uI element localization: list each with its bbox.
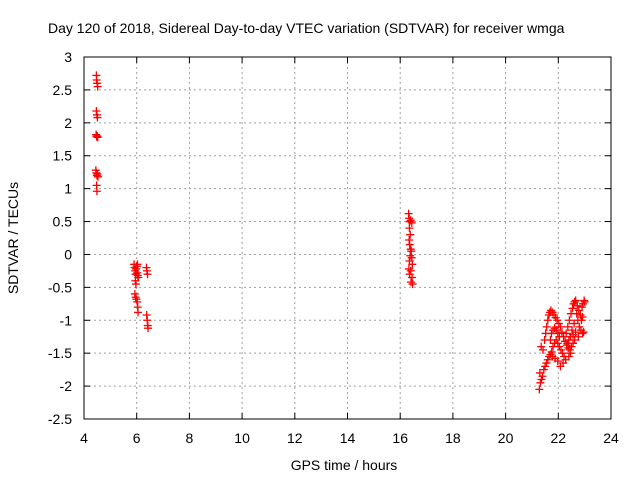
data-point (543, 316, 552, 325)
data-point (404, 264, 413, 273)
data-point (93, 113, 102, 122)
data-point (143, 270, 152, 279)
data-point (546, 306, 555, 315)
y-tick-label: 2 (64, 115, 72, 131)
data-point (406, 230, 415, 239)
y-tick-label: -2.5 (48, 411, 72, 427)
data-point (407, 278, 416, 287)
data-point (571, 296, 580, 305)
data-points (91, 71, 589, 394)
x-tick-label: 4 (80, 430, 88, 446)
x-tick-label: 6 (133, 430, 141, 446)
data-point (580, 297, 589, 306)
data-point (93, 172, 102, 181)
data-point (563, 339, 572, 348)
data-point (556, 362, 565, 371)
x-tick-label: 8 (186, 430, 194, 446)
data-point (408, 260, 417, 269)
x-tick-label: 14 (340, 430, 356, 446)
data-point (563, 322, 572, 331)
data-point (547, 347, 556, 356)
y-tick-label: 0.5 (53, 214, 73, 230)
x-tick-label: 16 (392, 430, 408, 446)
chart-title: Day 120 of 2018, Sidereal Day-to-day VTE… (48, 20, 565, 36)
x-tick-label: 24 (603, 430, 619, 446)
x-tick-label: 18 (445, 430, 461, 446)
data-point (407, 218, 416, 227)
data-point (574, 332, 583, 341)
data-point (565, 316, 574, 325)
grid (84, 57, 611, 419)
x-tick-label: 12 (287, 430, 303, 446)
data-point (579, 328, 588, 337)
y-tick-label: 1 (64, 181, 72, 197)
x-tick-label: 10 (234, 430, 250, 446)
data-point (573, 301, 582, 310)
data-point (408, 280, 417, 289)
data-point (539, 345, 548, 354)
tick-labels: 4 6 8 10 12 14 16 18 20 22 24-2.5-2-1.5-1-0.500.51… (48, 49, 619, 446)
data-point (568, 304, 577, 313)
y-tick-label: -1 (60, 312, 73, 328)
data-point (93, 133, 102, 142)
data-point (566, 349, 575, 358)
y-tick-label: 3 (64, 49, 72, 65)
data-point (144, 324, 153, 333)
data-point (546, 336, 555, 345)
data-point (535, 385, 544, 394)
data-point (131, 293, 140, 302)
data-point (406, 251, 415, 260)
data-point (556, 322, 565, 331)
data-point (570, 319, 579, 328)
data-point (578, 312, 587, 321)
data-point (568, 326, 577, 335)
data-point (542, 322, 551, 331)
y-tick-label: 2.5 (53, 82, 73, 98)
x-tick-label: 22 (551, 430, 567, 446)
data-point (557, 328, 566, 337)
data-point (131, 280, 140, 289)
data-point (405, 240, 414, 249)
data-point (550, 324, 559, 333)
y-tick-label: -0.5 (48, 279, 72, 295)
data-point (572, 309, 581, 318)
data-point (555, 332, 564, 341)
data-point (405, 224, 414, 233)
axis-ticks (83, 56, 612, 420)
x-tick-label: 20 (498, 430, 514, 446)
y-tick-label: 0 (64, 246, 72, 262)
data-point (93, 82, 102, 91)
data-point (133, 260, 142, 269)
y-tick-label: -1.5 (48, 345, 72, 361)
data-point (548, 352, 557, 361)
y-axis-label: SDTVAR / TECUs (5, 182, 21, 294)
data-point (578, 329, 587, 338)
y-tick-label: -2 (60, 378, 73, 394)
data-point (92, 187, 101, 196)
x-axis-label: GPS time / hours (291, 457, 398, 473)
data-point (134, 308, 143, 317)
data-point (571, 328, 580, 337)
data-point (562, 329, 571, 338)
y-tick-label: 1.5 (53, 148, 73, 164)
